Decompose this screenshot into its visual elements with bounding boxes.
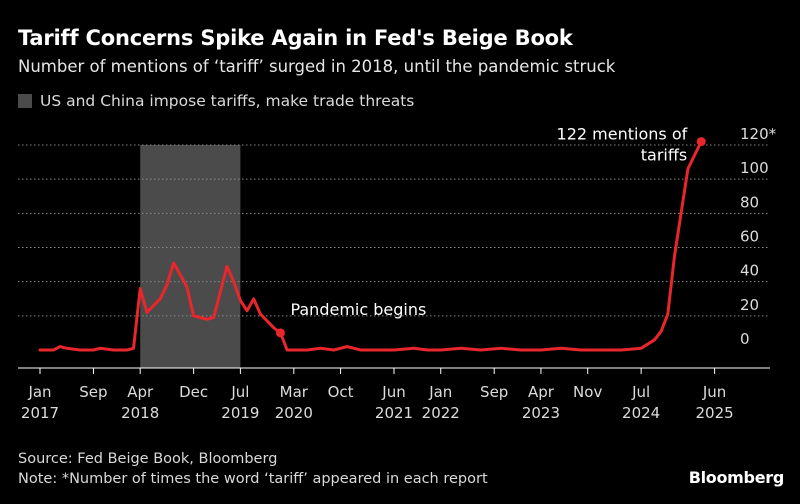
legend: US and China impose tariffs, make trade … [18,92,414,110]
x-tick-label: Jun [702,383,726,401]
x-tick-year: 2017 [21,404,59,422]
x-tick-label: Jun [381,383,405,401]
chart-title: Tariff Concerns Spike Again in Fed's Bei… [18,26,573,50]
x-tick-year: 2020 [275,404,313,422]
x-tick-year: 2018 [121,404,159,422]
annotation-peak-line1: 122 mentions of [557,125,688,144]
peak-marker [696,137,706,147]
x-tick-label: Jan [27,383,51,401]
x-tick-year: 2025 [696,404,734,422]
y-tick-label: 60 [740,228,759,246]
x-tick-label: Oct [328,383,354,401]
bloomberg-logo: Bloomberg [688,468,785,487]
y-tick-label: 80 [740,193,759,211]
x-tick-year: 2019 [221,404,259,422]
x-tick-year: 2023 [522,404,560,422]
x-tick-label: Jul [230,383,249,401]
y-tick-label: 120* [740,125,777,143]
x-tick-label: Jul [631,383,650,401]
x-tick-label: Apr [127,383,154,401]
pandemic-marker [275,328,285,338]
y-tick-label: 40 [740,262,759,280]
x-tick-label: Dec [179,383,208,401]
y-tick-label: 0 [740,330,750,348]
source-note: Source: Fed Beige Book, Bloomberg [18,451,278,467]
highlight-band [140,145,241,368]
x-tick-label: Nov [573,383,602,401]
legend-swatch [18,94,32,108]
annotation-peak-line2: tariffs [641,146,687,165]
annotation-pandemic: Pandemic begins [290,300,426,319]
x-tick-label: Sep [480,383,508,401]
chart-subtitle: Number of mentions of ‘tariff’ surged in… [18,57,616,76]
x-tick-year: 2021 [375,404,413,422]
y-tick-label: 20 [740,296,759,314]
x-tick-label: Jan [428,383,452,401]
x-tick-label: Apr [528,383,555,401]
y-tick-label: 100 [740,159,769,177]
x-tick-year: 2024 [622,404,660,422]
x-tick-year: 2022 [422,404,460,422]
x-tick-label: Sep [79,383,107,401]
footnote: Note: *Number of times the word ‘tariff’… [18,471,488,487]
x-tick-label: Mar [280,383,309,401]
legend-label: US and China impose tariffs, make trade … [40,92,415,110]
